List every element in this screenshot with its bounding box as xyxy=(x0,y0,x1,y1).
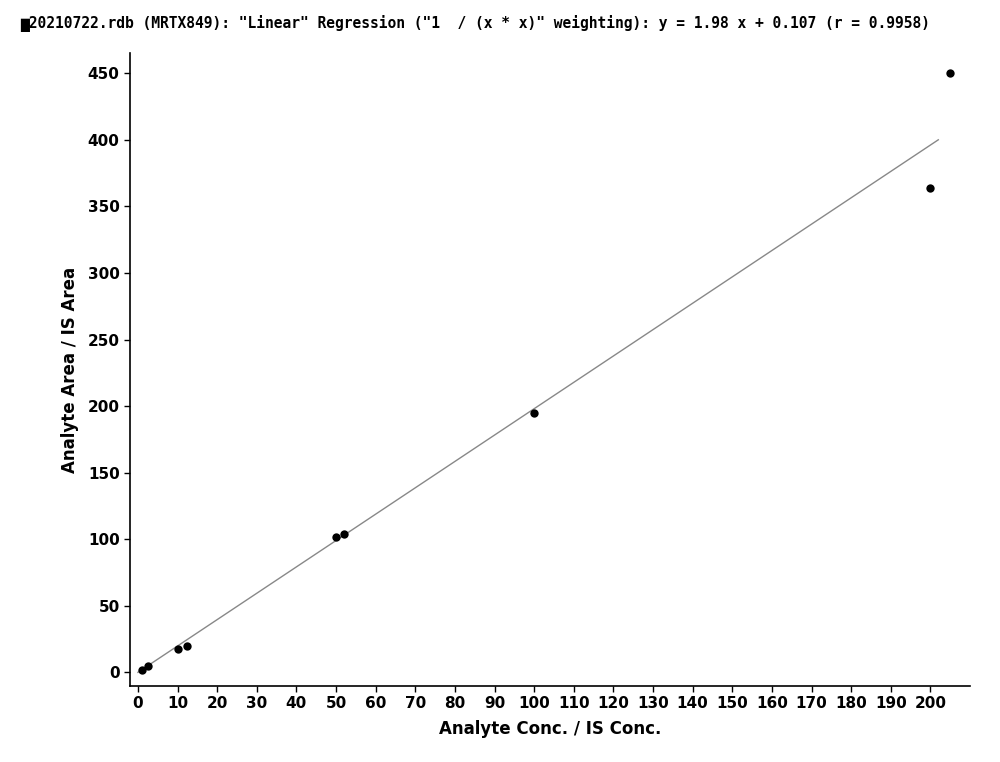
X-axis label: Analyte Conc. / IS Conc.: Analyte Conc. / IS Conc. xyxy=(439,719,661,738)
Point xyxy=(922,181,938,194)
Y-axis label: Analyte Area / IS Area: Analyte Area / IS Area xyxy=(61,267,79,472)
Point xyxy=(170,642,186,655)
Point xyxy=(336,528,352,540)
Point xyxy=(328,530,344,543)
Point xyxy=(942,67,958,79)
Point xyxy=(140,660,156,672)
Point xyxy=(179,640,195,652)
Point xyxy=(526,407,542,419)
Text: ▆20210722.rdb (MRTX849): "Linear" Regression ("1  / (x * x)" weighting): y = 1.9: ▆20210722.rdb (MRTX849): "Linear" Regres… xyxy=(20,15,930,32)
Point xyxy=(134,664,150,676)
